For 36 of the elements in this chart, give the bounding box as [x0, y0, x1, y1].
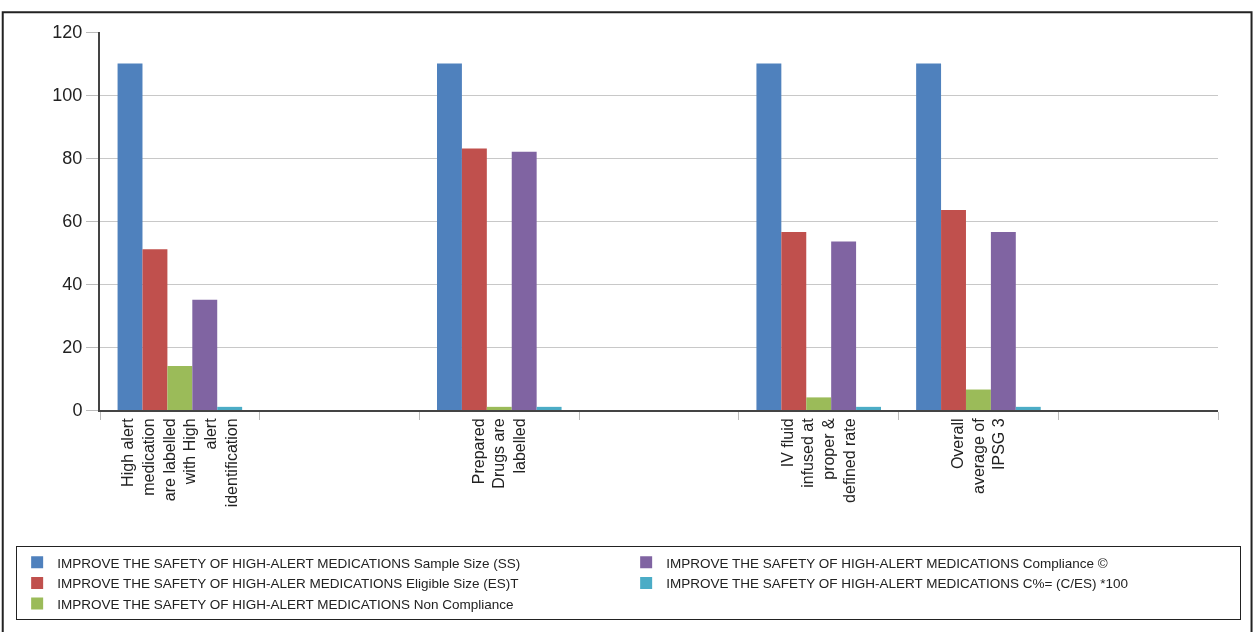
bar [142, 249, 168, 410]
bar [192, 299, 218, 410]
y-tick-label: 100 [52, 85, 83, 106]
bar [941, 209, 966, 410]
bar [117, 63, 143, 410]
bar [217, 406, 243, 410]
y-tick-label: 120 [52, 22, 83, 43]
x-tick-label: Overall average of IPSG 3 [948, 417, 1008, 495]
legend-label: IMPROVE THE SAFETY OF HIGH-ALERT MEDICATIONS Non Compliance [57, 596, 514, 612]
bar [781, 232, 807, 410]
bar [831, 241, 857, 410]
bar [916, 63, 942, 410]
legend-label: IMPROVE THE SAFETY OF HIGH-ALERT MEDICATIONS Sample Size (SS) [57, 555, 521, 571]
y-tick-label: 20 [62, 337, 83, 358]
bar [437, 63, 462, 410]
legend-label: IMPROVE THE SAFETY OF HIGH-ALERT MEDICATIONS C%= (C/ES) *100 [666, 576, 1129, 592]
bar [990, 232, 1016, 410]
y-tick-label: 40 [62, 274, 83, 295]
bar [965, 389, 991, 410]
x-tick-label: Prepared Drugs are labelled [469, 418, 529, 489]
x-tick-label: High alert medication are labelled with High alert identification [119, 417, 241, 508]
y-tick-label: 60 [62, 211, 83, 232]
y-tick-label: 0 [72, 400, 83, 421]
bar [486, 406, 512, 410]
bar [511, 151, 537, 410]
legend-label: IMPROVE THE SAFETY OF HIGH-ALERT MEDICATIONS Compliance © [666, 555, 1108, 571]
y-tick-label: 80 [62, 148, 83, 169]
bar [167, 365, 193, 410]
bar [756, 63, 782, 410]
bar [536, 406, 562, 410]
bar [1015, 406, 1041, 410]
bar [806, 397, 832, 410]
legend-label: IMPROVE THE SAFETY OF HIGH-ALER MEDICATIONS Eligible Size (ES)T [57, 576, 519, 592]
bar [461, 148, 487, 410]
x-tick-label: IV fluid infused at proper & defined rate [778, 417, 859, 503]
bar [856, 406, 881, 410]
